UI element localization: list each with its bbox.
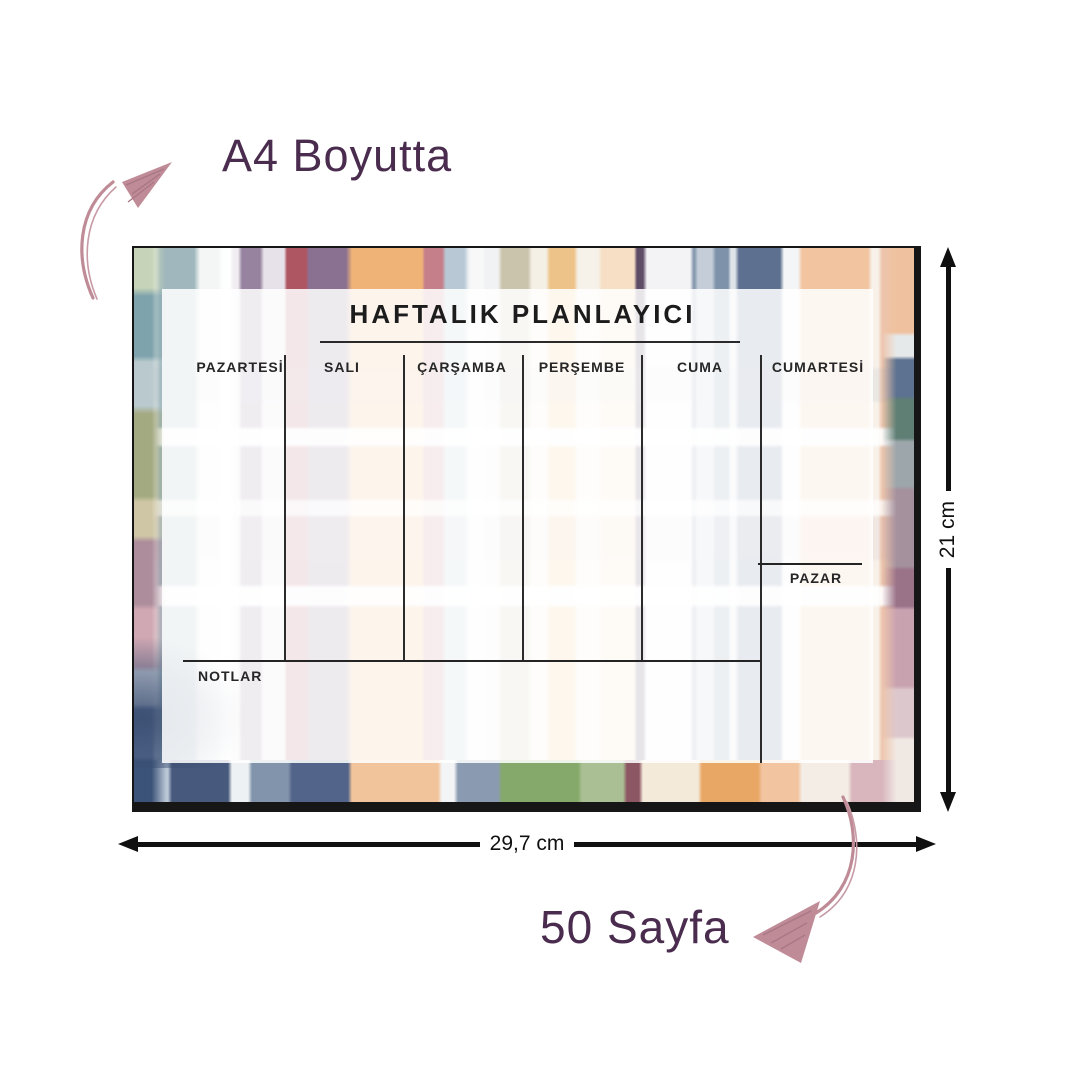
weekly-planner-sheet: HAFTALIK PLANLAYICI PAZARTESİ SALI ÇARŞA… bbox=[162, 289, 873, 763]
sketch-arrow-down-left-icon bbox=[753, 795, 858, 963]
column-divider-line bbox=[403, 355, 405, 660]
day-column-label-monday: PAZARTESİ bbox=[196, 359, 284, 375]
arrowhead-right-icon bbox=[916, 836, 937, 852]
size-annotation-label: A4 Boyutta bbox=[222, 130, 453, 181]
column-divider-line bbox=[522, 355, 524, 660]
column-divider-line bbox=[284, 355, 286, 660]
column-divider-line bbox=[641, 355, 643, 660]
saturday-column-divider-line bbox=[760, 355, 762, 763]
dimension-line bbox=[945, 568, 951, 792]
arrowhead-up-icon bbox=[940, 247, 956, 267]
watercolor-bottom-stripes bbox=[134, 760, 914, 802]
arrowhead-down-icon bbox=[940, 792, 956, 812]
watercolor-right-edge-wash bbox=[882, 248, 914, 802]
dimension-line bbox=[945, 267, 951, 491]
width-dimension-arrow: 29,7 cm bbox=[118, 832, 937, 855]
sunday-label: PAZAR bbox=[789, 570, 843, 586]
width-dimension-label: 29,7 cm bbox=[489, 832, 565, 855]
sunday-divider-line bbox=[758, 563, 862, 565]
day-column-label-wednesday: ÇARŞAMBA bbox=[417, 359, 507, 375]
day-column-label-thursday: PERŞEMBE bbox=[538, 359, 626, 375]
planner-title: HAFTALIK PLANLAYICI bbox=[349, 299, 696, 329]
dimension-line bbox=[574, 841, 917, 847]
height-dimension-label: 21 cm bbox=[936, 500, 959, 559]
planner-pad: HAFTALIK PLANLAYICI PAZARTESİ SALI ÇARŞA… bbox=[132, 246, 921, 812]
pages-annotation-label: 50 Sayfa bbox=[540, 901, 730, 953]
arrowhead-left-icon bbox=[118, 836, 138, 852]
day-column-label-friday: CUMA bbox=[677, 359, 723, 375]
day-column-label-tuesday: SALI bbox=[324, 359, 360, 375]
sketch-arrow-up-right-icon bbox=[80, 162, 172, 300]
height-dimension-arrow: 21 cm bbox=[936, 247, 960, 812]
notes-label: NOTLAR bbox=[198, 668, 263, 684]
notes-divider-line bbox=[183, 660, 760, 662]
day-column-label-saturday: CUMARTESİ bbox=[771, 359, 865, 375]
title-underline bbox=[320, 341, 740, 343]
dimension-line bbox=[138, 841, 480, 847]
